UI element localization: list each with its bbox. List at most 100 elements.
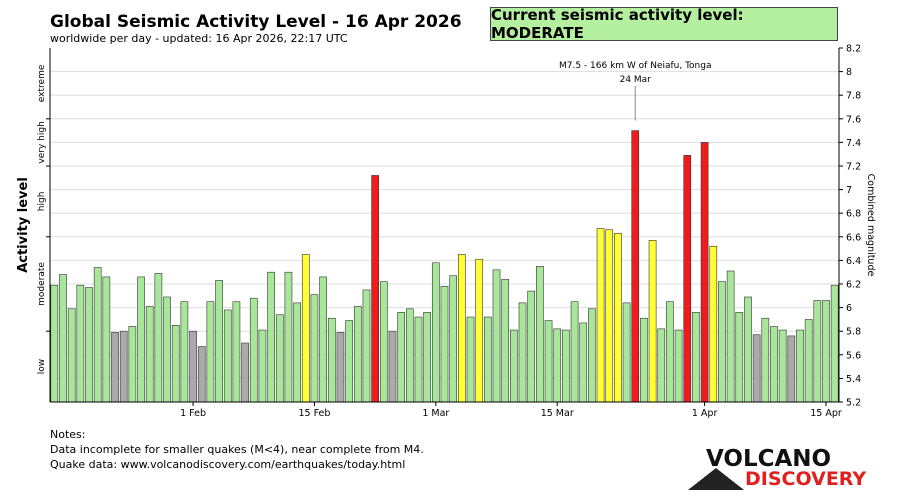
- bar: [553, 328, 562, 403]
- current-level-badge: Current seismic activity level: MODERATE: [490, 6, 838, 42]
- bar: [830, 284, 839, 403]
- bar: [570, 301, 579, 403]
- logo-line-2: DISCOVERY: [745, 468, 867, 490]
- bar: [353, 306, 362, 403]
- y-tick-label: 6.6: [846, 232, 861, 243]
- bar: [648, 240, 657, 403]
- bar: [267, 271, 275, 403]
- y-tick-label: 7: [846, 185, 852, 196]
- bar: [579, 322, 588, 403]
- x-tick-label: 1 Apr: [692, 408, 718, 419]
- y-tick-label: 7.6: [846, 114, 861, 125]
- bar: [692, 312, 700, 403]
- y-tick-label: 6.4: [846, 256, 861, 267]
- bar: [657, 328, 666, 403]
- notes-line-1: Data incomplete for smaller quakes (M<4)…: [50, 443, 424, 456]
- x-tick-label: 15 Mar: [541, 408, 574, 419]
- bar: [137, 276, 145, 403]
- bar: [544, 320, 553, 403]
- bar: [709, 245, 718, 403]
- bar: [631, 130, 640, 403]
- x-tick-label: 15 Apr: [810, 408, 842, 419]
- bar: [761, 317, 770, 403]
- level-band-label: moderate: [37, 262, 47, 306]
- bar: [458, 254, 466, 403]
- bar: [154, 273, 163, 403]
- bar: [111, 332, 119, 403]
- bar: [206, 301, 215, 403]
- right-axis-title: Combined magnitude: [865, 174, 876, 277]
- bar: [76, 284, 85, 403]
- bar: [397, 312, 405, 403]
- bar: [59, 274, 67, 403]
- level-band-label: extreme: [37, 64, 47, 102]
- bar: [171, 324, 180, 403]
- volcano-icon: [688, 468, 744, 490]
- bar: [640, 317, 648, 403]
- bar: [189, 330, 197, 403]
- y-tick-label: 6.8: [846, 209, 861, 220]
- y-tick-label: 5.2: [846, 398, 861, 409]
- annotation-text: M7.5 - 166 km W of Neiafu, Tonga: [559, 61, 712, 71]
- bar: [683, 155, 692, 403]
- bar: [726, 270, 735, 403]
- chart-subtitle: worldwide per day - updated: 16 Apr 2026…: [50, 32, 348, 45]
- bar: [484, 316, 492, 403]
- y-tick-label: 8: [846, 67, 852, 78]
- bar: [778, 329, 787, 403]
- y-tick-label: 6.2: [846, 280, 861, 291]
- bar: [562, 329, 570, 403]
- bar: [605, 229, 614, 403]
- bar: [744, 296, 752, 403]
- bar: [475, 258, 484, 403]
- x-tick-label: 1 Feb: [180, 408, 206, 419]
- annotation-date: 24 Mar: [620, 75, 652, 85]
- bar: [293, 302, 301, 403]
- level-band-label: very high: [37, 121, 47, 163]
- bar: [379, 281, 388, 403]
- bar: [804, 319, 813, 403]
- bar: [249, 297, 258, 403]
- bar: [180, 301, 189, 403]
- bar: [197, 346, 206, 403]
- y-tick-label: 7.2: [846, 162, 861, 173]
- bar: [388, 330, 397, 403]
- bar: [527, 290, 536, 403]
- volcanodiscovery-logo: VOLCANO DISCOVERY: [688, 446, 866, 491]
- bar: [414, 316, 423, 403]
- bar: [431, 262, 440, 403]
- bar: [128, 326, 137, 403]
- bar: [770, 326, 778, 403]
- bar: [284, 271, 293, 403]
- bar: [241, 342, 249, 403]
- bar: [666, 301, 674, 403]
- bar: [796, 329, 804, 403]
- bar: [93, 267, 102, 403]
- bar: [275, 314, 284, 403]
- x-tick-label: 1 Mar: [422, 408, 449, 419]
- bar: [50, 284, 59, 403]
- y-tick-label: 6: [846, 303, 852, 314]
- bar: [614, 232, 622, 403]
- bar: [223, 309, 232, 403]
- bar: [327, 317, 336, 403]
- bar: [822, 300, 830, 403]
- bar: [700, 142, 709, 403]
- bar: [319, 276, 327, 403]
- bar: [215, 280, 223, 403]
- notes: Notes: Data incomplete for smaller quake…: [50, 427, 424, 472]
- bar: [752, 334, 761, 403]
- y-tick-label: 5.8: [846, 327, 861, 338]
- x-tick-label: 15 Feb: [298, 408, 330, 419]
- bar: [718, 281, 726, 403]
- bar: [518, 302, 527, 403]
- bar: [813, 300, 822, 403]
- bar: [622, 302, 631, 403]
- bar: [85, 287, 93, 403]
- y-tick-label: 7.4: [846, 138, 861, 149]
- bar: [119, 330, 128, 403]
- bar: [735, 312, 744, 403]
- level-band-label: high: [37, 192, 47, 212]
- bar: [310, 294, 319, 403]
- bar: [466, 316, 475, 403]
